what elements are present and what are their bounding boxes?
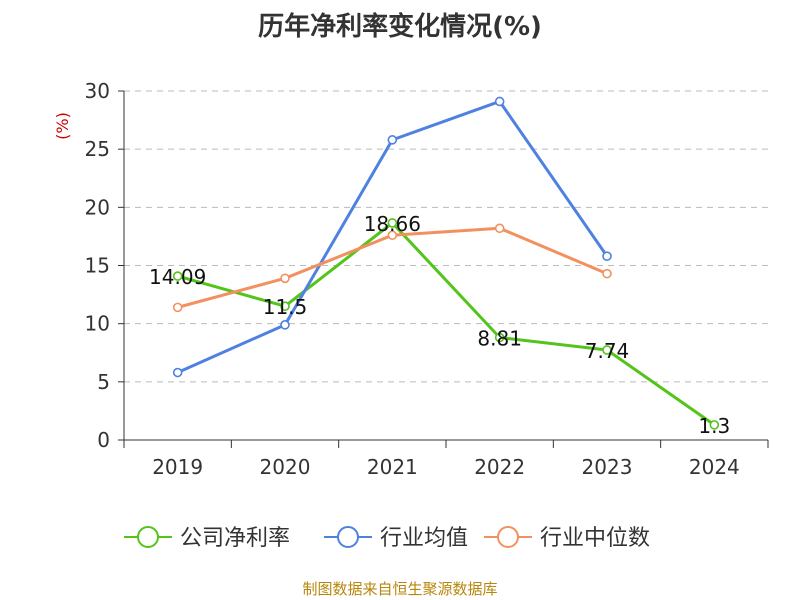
legend-item: 行业均值 [324,526,468,551]
legend-item: 行业中位数 [484,526,650,551]
data-point [709,420,720,430]
data-point [387,135,398,145]
data-labels: 14.09 11.5 18.66 8.81 7.74 1.3 [149,212,730,438]
source-note: 制图数据来自恒生聚源数据库 [302,580,498,598]
legend-marker [337,526,359,548]
legend-label: 行业均值 [380,526,468,551]
data-label: 7.74 [585,339,630,363]
chart-title: 历年净利率变化情况(%) [258,12,542,42]
data-point [280,273,290,284]
data-point [280,320,290,330]
series-lines [172,96,720,430]
data-point [172,271,183,281]
series-line [177,221,716,427]
y-tick-label: 5 [97,370,110,394]
data-point [602,268,612,279]
data-point [172,367,183,378]
data-point [387,218,398,228]
x-tick-label: 2021 [367,455,418,479]
x-tick-label: 2023 [582,455,633,479]
data-label: 14.09 [149,265,206,289]
data-label: 11.5 [263,295,308,319]
y-tick-label: 0 [97,428,110,452]
y-axis-label: (%) [53,112,72,140]
grid-lines [124,90,768,383]
legend-label: 公司净利率 [180,526,290,551]
data-point [387,230,398,241]
x-tick-label: 2020 [260,455,311,479]
data-label: 18.66 [364,212,421,236]
y-tick-label: 15 [85,254,110,278]
data-label: 1.3 [698,414,730,438]
data-label: 8.81 [477,327,522,351]
y-tick-label: 10 [85,312,110,336]
data-point [280,301,290,312]
data-point [602,251,612,261]
legend-label: 行业中位数 [540,526,650,551]
data-point [494,223,505,234]
data-point [602,345,612,355]
legend: 公司净利率 行业均值 行业中位数 [124,526,650,551]
y-tick-label: 20 [85,195,110,219]
y-tick-label: 25 [85,137,110,161]
legend-item: 公司净利率 [124,526,290,551]
x-tick-label: 2024 [689,455,740,479]
data-point [494,96,505,107]
legend-marker [497,526,519,548]
data-point [172,302,183,313]
axes: 0 5 10 15 20 25 30 2019 2020 2021 2022 2023 2024 [85,79,769,479]
legend-marker [137,526,159,548]
x-tick-label: 2022 [474,455,525,479]
x-tick-label: 2019 [152,455,203,479]
y-tick-label: 30 [85,79,110,103]
data-point [494,332,505,343]
